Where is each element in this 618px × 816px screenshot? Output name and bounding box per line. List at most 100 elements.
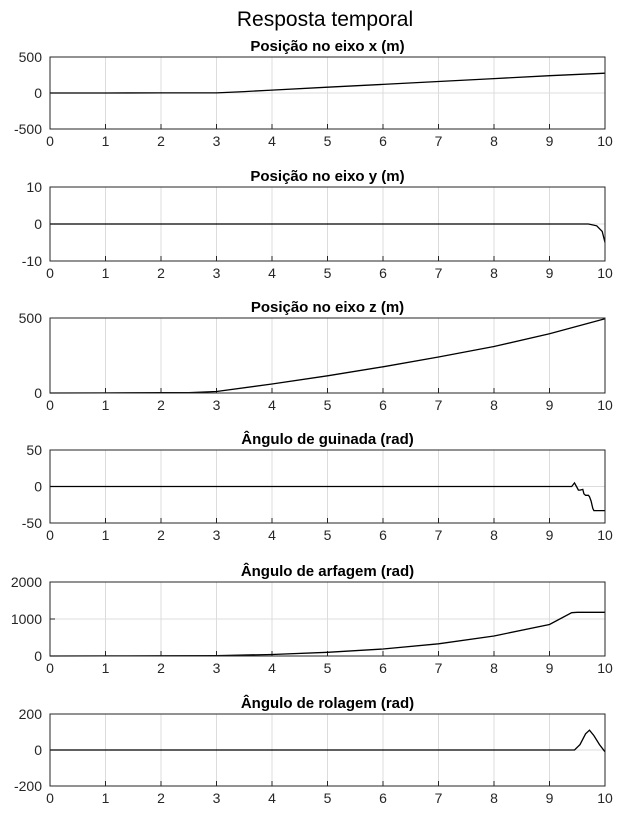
series-line bbox=[50, 729, 606, 753]
x-tick-label: 9 bbox=[546, 133, 554, 149]
x-tick-label: 4 bbox=[268, 660, 276, 676]
x-tick-label: 9 bbox=[546, 265, 554, 281]
subplot-title: Ângulo de guinada (rad) bbox=[241, 430, 414, 448]
subplot-title: Posição no eixo z (m) bbox=[251, 299, 404, 316]
subplot-5: Ângulo de arfagem (rad) 0 1 2 3 4 5 6 7 8 9 10 2000 1… bbox=[11, 562, 613, 676]
x-tick-label: 0 bbox=[46, 527, 54, 543]
x-tick-label: 6 bbox=[379, 133, 387, 149]
subplot-6: Ângulo de rolagem (rad)0 1 2 3 4 5 6 7 8 9 102000-… bbox=[14, 694, 613, 806]
x-tick-label: 10 bbox=[597, 660, 613, 676]
y-tick-label: 0 bbox=[34, 742, 42, 758]
x-tick-label: 5 bbox=[324, 527, 332, 543]
x-tick-label: 3 bbox=[213, 660, 221, 676]
plot-frame bbox=[49, 317, 606, 394]
y-tick-label: 0 bbox=[34, 85, 42, 101]
x-tick-label: 6 bbox=[379, 790, 387, 806]
x-tick-label: 0 bbox=[46, 265, 54, 281]
x-tick-label: 9 bbox=[546, 790, 554, 806]
y-tick-label: 50 bbox=[26, 442, 42, 458]
x-tick-label: 4 bbox=[268, 265, 276, 281]
x-tick-label: 2 bbox=[157, 397, 165, 413]
y-tick-label: 0 bbox=[34, 648, 42, 664]
subplot-title: Ângulo de arfagem (rad) bbox=[241, 562, 414, 580]
subplot-1: Posição no eixo x (m)0 1 2 3 4 5 6 7 8 9 105000-50… bbox=[14, 38, 613, 149]
x-tick-label: 0 bbox=[46, 790, 54, 806]
plot-frame bbox=[49, 581, 606, 657]
series-line bbox=[50, 481, 605, 512]
x-tick-label: 10 bbox=[597, 265, 613, 281]
x-tick-label: 7 bbox=[435, 790, 443, 806]
series-line bbox=[50, 72, 606, 94]
subplot-3: Posição no eixo z (m) 0 1 2 3 4 5 6 7 8 9 10 500 0 bbox=[19, 299, 613, 413]
x-tick-label: 2 bbox=[157, 527, 165, 543]
x-tick-label: 7 bbox=[435, 397, 443, 413]
x-tick-label: 10 bbox=[597, 397, 613, 413]
x-tick-label: 5 bbox=[324, 133, 332, 149]
x-tick-label: 2 bbox=[157, 790, 165, 806]
x-tick-label: 4 bbox=[268, 527, 276, 543]
x-tick-label: 3 bbox=[213, 265, 221, 281]
x-tick-label: 8 bbox=[490, 265, 498, 281]
x-tick-label: 9 bbox=[546, 397, 554, 413]
x-tick-label: 6 bbox=[379, 527, 387, 543]
y-tick-label: 0 bbox=[34, 479, 42, 495]
subplot-title: Ângulo de rolagem (rad) bbox=[241, 694, 414, 712]
x-tick-label: 1 bbox=[102, 527, 110, 543]
y-tick-label: 1000 bbox=[11, 611, 42, 627]
x-tick-label: 9 bbox=[546, 660, 554, 676]
y-tick-label: 500 bbox=[19, 310, 43, 326]
x-tick-label: 10 bbox=[597, 133, 613, 149]
x-tick-label: 8 bbox=[490, 133, 498, 149]
x-tick-label: 0 bbox=[46, 133, 54, 149]
y-tick-label: 500 bbox=[19, 49, 43, 65]
x-tick-label: 0 bbox=[46, 660, 54, 676]
x-tick-label: 1 bbox=[102, 133, 110, 149]
x-tick-label: 10 bbox=[597, 790, 613, 806]
x-tick-label: 8 bbox=[490, 527, 498, 543]
y-tick-label: -10 bbox=[22, 253, 42, 269]
x-tick-label: 7 bbox=[435, 133, 443, 149]
subplot-title: Posição no eixo y (m) bbox=[250, 168, 404, 185]
x-tick-label: 3 bbox=[213, 527, 221, 543]
y-tick-label: 200 bbox=[19, 706, 43, 722]
x-tick-label: 5 bbox=[324, 790, 332, 806]
y-tick-label: -200 bbox=[14, 778, 42, 794]
x-tick-label: 1 bbox=[102, 660, 110, 676]
subplot-4: Ângulo de guinada (rad)0 1 2 3 4 5 6 7 8 9 10500-5… bbox=[22, 430, 613, 543]
x-tick-label: 6 bbox=[379, 265, 387, 281]
x-tick-label: 4 bbox=[268, 397, 276, 413]
y-tick-label: 2000 bbox=[11, 574, 42, 590]
plot-frame bbox=[49, 56, 606, 130]
x-tick-label: 1 bbox=[102, 790, 110, 806]
x-tick-label: 4 bbox=[268, 790, 276, 806]
x-tick-label: 3 bbox=[213, 790, 221, 806]
y-tick-label: 10 bbox=[26, 179, 42, 195]
x-tick-label: 5 bbox=[324, 397, 332, 413]
x-tick-label: 5 bbox=[324, 660, 332, 676]
y-tick-label: -500 bbox=[14, 121, 42, 137]
x-tick-label: 4 bbox=[268, 133, 276, 149]
x-tick-label: 2 bbox=[157, 660, 165, 676]
x-tick-label: 8 bbox=[490, 790, 498, 806]
x-tick-label: 6 bbox=[379, 397, 387, 413]
x-tick-label: 2 bbox=[157, 265, 165, 281]
x-tick-label: 3 bbox=[213, 133, 221, 149]
x-tick-label: 3 bbox=[213, 397, 221, 413]
x-tick-label: 7 bbox=[435, 527, 443, 543]
series-line bbox=[50, 223, 606, 243]
x-tick-label: 8 bbox=[490, 397, 498, 413]
subplot-title: Posição no eixo x (m) bbox=[250, 38, 404, 55]
y-tick-label: -50 bbox=[22, 515, 42, 531]
y-tick-label: 0 bbox=[34, 216, 42, 232]
x-tick-label: 1 bbox=[102, 397, 110, 413]
y-tick-label: 0 bbox=[34, 385, 42, 401]
x-tick-label: 7 bbox=[435, 660, 443, 676]
x-tick-label: 6 bbox=[379, 660, 387, 676]
figure-title: Resposta temporal bbox=[237, 8, 413, 31]
x-tick-label: 9 bbox=[546, 527, 554, 543]
x-tick-label: 7 bbox=[435, 265, 443, 281]
plot-frame bbox=[49, 713, 606, 787]
x-tick-label: 1 bbox=[102, 265, 110, 281]
